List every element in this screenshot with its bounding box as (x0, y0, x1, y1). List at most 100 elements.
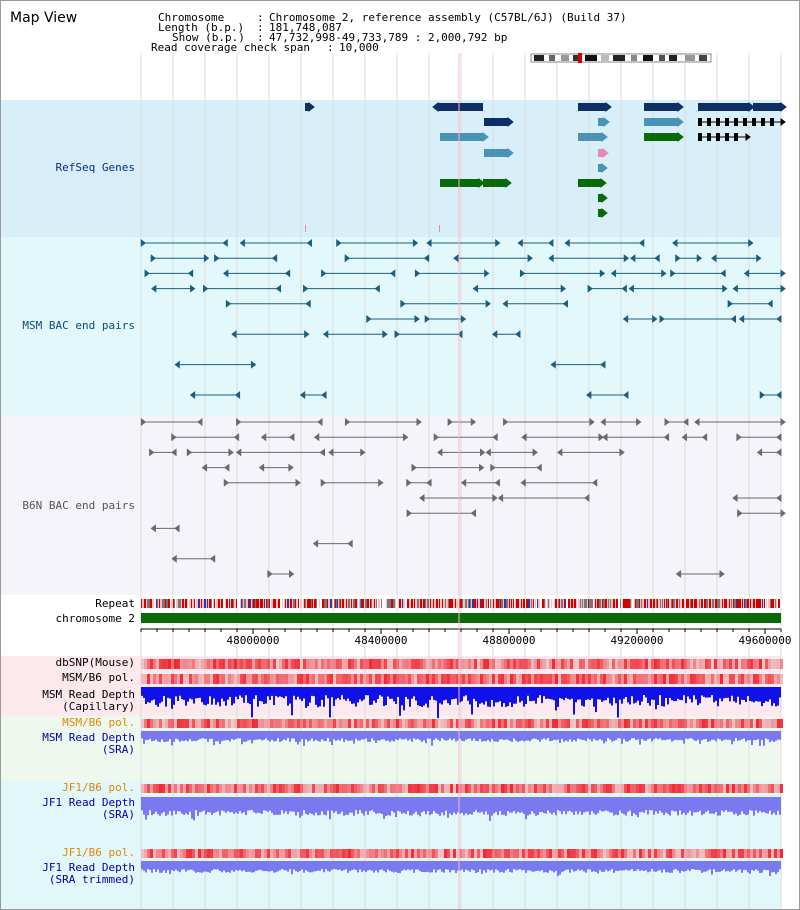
msm-capillary-depth-bar (605, 687, 607, 701)
jf1-b6-pol-heat-cell-2 (660, 849, 663, 858)
msm-sra-depth-bar (473, 731, 475, 739)
jf1-b6-pol-heat-cell-2 (612, 849, 615, 858)
msm-bac-pair-end (336, 239, 342, 247)
msm-b6-pol-heat-cell-2 (159, 719, 162, 728)
jf1-b6-pol-heat-cell-2 (360, 849, 363, 858)
msm-sra-depth-bar (237, 731, 239, 739)
jf1-trimmed-depth-bar (479, 861, 481, 870)
refseq-gene-marker (305, 225, 306, 232)
jf1-b6-pol-heat-cell (141, 784, 144, 793)
msm-b6-pol-heat-cell (468, 674, 471, 684)
jf1-b6-pol-heat-cell-2 (765, 849, 768, 858)
jf1-sra-depth-bar (201, 797, 203, 812)
msm-sra-depth-bar (409, 731, 411, 740)
jf1-b6-pol-heat-cell-2 (228, 849, 231, 858)
repeat-element (614, 599, 615, 608)
jf1-b6-pol-heat-cell (543, 784, 546, 793)
msm-b6-pol-heat-cell (651, 674, 654, 684)
jf1-sra-depth-bar (277, 797, 279, 815)
jf1-sra-depth-bar (355, 797, 357, 811)
jf1-sra-depth-bar (375, 797, 377, 814)
jf1-b6-pol-heat-cell-2 (303, 849, 306, 858)
dbsnp-heat-cell (753, 659, 756, 669)
jf1-sra-depth-bar (411, 797, 413, 816)
repeat-element (625, 599, 627, 608)
jf1-b6-pol-heat-cell-2 (474, 849, 477, 858)
jf1-trimmed-depth-bar (511, 861, 513, 873)
msm-b6-pol-heat-cell-2 (654, 719, 657, 728)
jf1-sra-depth-bar (753, 797, 755, 816)
ideogram-position-marker (578, 53, 582, 63)
msm-b6-pol-heat-cell-2 (594, 719, 597, 728)
msm-sra-depth-bar (477, 731, 479, 742)
jf1-trimmed-depth-bar (333, 861, 335, 870)
refseq-gene (644, 133, 678, 141)
jf1-b6-pol-heat-cell-2 (243, 849, 246, 858)
jf1-sra-depth-bar (605, 797, 607, 811)
jf1-sra-depth-bar (377, 797, 379, 814)
msm-sra-depth-bar (623, 731, 625, 740)
jf1-b6-pol-heat-cell (453, 784, 456, 793)
ideogram-band (631, 55, 637, 61)
jf1-b6-pol-heat-cell-2 (489, 849, 492, 858)
jf1-b6-pol-heat-cell-2 (309, 849, 312, 858)
msm-sra-depth-bar (405, 731, 407, 739)
jf1-trimmed-depth-bar (661, 861, 663, 873)
b6n-bac-pair-end (328, 448, 334, 457)
msm-b6-pol-heat-cell (231, 674, 234, 684)
jf1-sra-depth-bar (527, 797, 529, 816)
jf1-b6-pol-heat-cell (288, 784, 291, 793)
jf1-b6-pol-heat-cell-2 (537, 849, 540, 858)
msm-sra-depth-bar (217, 731, 219, 742)
repeat-element (346, 599, 347, 608)
jf1-b6-pol-heat-cell (678, 784, 681, 793)
jf1-b6-pol-heat-cell (255, 784, 258, 793)
dbsnp-heat-cell (564, 659, 567, 669)
msm-b6-pol-heat-cell (669, 674, 672, 684)
msm-b6-pol-heat-cell (171, 674, 174, 684)
jf1-trimmed-depth-bar (371, 861, 373, 871)
jf1-sra-depth-bar (259, 797, 261, 814)
msm-capillary-depth-bar (431, 687, 433, 697)
msm-capillary-depth-bar (345, 687, 347, 701)
dbsnp-heat-cell (450, 659, 453, 669)
msm-b6-pol-heat-cell (426, 674, 429, 684)
jf1-b6-pol-heat-cell-2 (600, 849, 603, 858)
jf1-sra-depth-bar (191, 797, 193, 819)
jf1-b6-pol-heat-cell-2 (381, 849, 384, 858)
b6n-bac-pair-end (447, 418, 453, 426)
jf1-sra-depth-bar (341, 797, 343, 812)
jf1-sra-depth-bar (369, 797, 371, 812)
refseq-gene-strand (507, 116, 514, 128)
msm-sra-depth-bar (303, 731, 305, 746)
msm-b6-pol-heat-cell-2 (171, 719, 174, 728)
msm-bac-pair-end (231, 330, 237, 339)
jf1-sra-depth-bar (591, 797, 593, 812)
msm-b6-pol-heat-cell-2 (186, 719, 189, 728)
msm-capillary-depth-bar (185, 687, 187, 706)
msm-b6-pol-heat-cell (777, 674, 780, 684)
jf1-b6-pol-heat-cell (318, 784, 321, 793)
jf1-b6-pol-heat-cell-2 (273, 849, 276, 858)
jf1-trimmed-depth-bar (195, 861, 197, 873)
jf1-sra-depth-bar (245, 797, 247, 816)
dbsnp-heat-cell (168, 659, 171, 669)
jf1-sra-depth-bar (337, 797, 339, 815)
jf1-sra-depth-bar (515, 797, 517, 814)
jf1-b6-pol-heat-cell (504, 784, 507, 793)
msm-sra-depth-bar (431, 731, 433, 746)
jf1-trimmed-depth-bar (763, 861, 765, 870)
msm-capillary-depth-bar (509, 687, 511, 703)
repeat-element (672, 599, 673, 608)
b6n-bac-pair-end (776, 494, 782, 502)
msm-sra-depth-bar (643, 731, 645, 741)
repeat-element (144, 599, 146, 608)
msm-capillary-depth-bar (505, 687, 507, 707)
refseq-gene-strand (748, 101, 755, 113)
msm-capillary-depth-bar (651, 687, 653, 700)
msm-b6-pol-heat-cell-2 (360, 719, 363, 728)
jf1-b6-pol-heat-cell (423, 784, 426, 793)
b6n-bac-pair-end (209, 554, 216, 563)
msm-sra-depth-bar (245, 731, 247, 742)
